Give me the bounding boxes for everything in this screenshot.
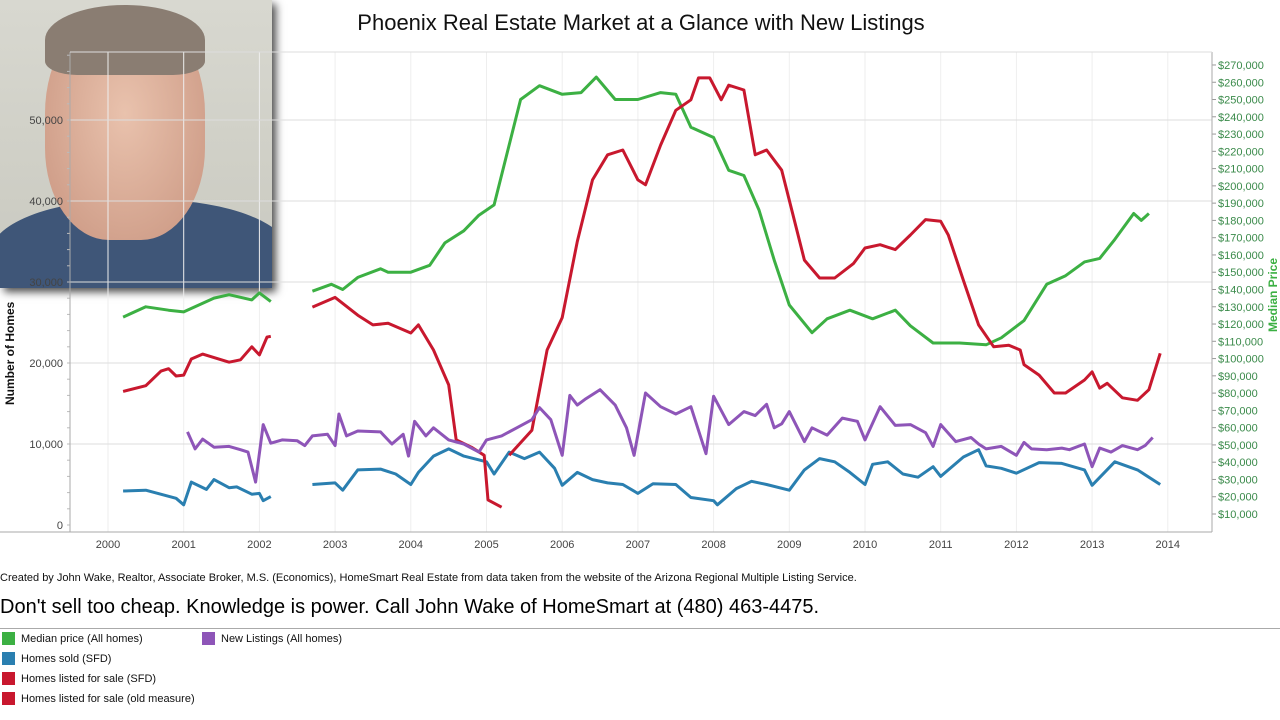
y2-tick-label: $260,000	[1218, 77, 1264, 89]
y2-tick-label: $130,000	[1218, 302, 1264, 314]
x-tick-label: 2014	[1156, 539, 1180, 551]
x-tick-label: 2005	[474, 539, 498, 551]
y2-axis-label: Median Price	[1266, 258, 1280, 332]
series-line-median-price-all-homes-	[311, 75, 1150, 347]
y-tick-label: 20,000	[29, 358, 63, 370]
x-tick-label: 2009	[777, 539, 801, 551]
y-tick-label: 50,000	[29, 115, 63, 127]
legend-swatch	[2, 632, 15, 645]
legend-label: Homes listed for sale (old measure)	[21, 692, 195, 705]
y2-tick-label: $40,000	[1218, 457, 1258, 469]
y2-tick-label: $240,000	[1218, 112, 1264, 124]
presenter-hair	[45, 5, 205, 75]
y-tick-label: 30,000	[29, 277, 63, 289]
series-line-new-listings-all-homes-	[186, 388, 1154, 484]
legend-item-median-price[interactable]: Median price (All homes)	[2, 632, 143, 645]
y2-tick-label: $80,000	[1218, 388, 1258, 400]
series-line-median-price-all-homes-	[122, 291, 272, 319]
series-line-homes-listed-for-sale-old-measure-	[122, 334, 272, 393]
y2-tick-label: $60,000	[1218, 423, 1258, 435]
y2-tick-label: $70,000	[1218, 405, 1258, 417]
y2-tick-label: $150,000	[1218, 267, 1264, 279]
legend-item-new-listings[interactable]: New Listings (All homes)	[202, 632, 342, 645]
x-tick-label: 2008	[701, 539, 725, 551]
y2-tick-label: $20,000	[1218, 492, 1258, 504]
x-tick-label: 2013	[1080, 539, 1104, 551]
slogan-text: Don't sell too cheap. Knowledge is power…	[0, 596, 820, 618]
y2-tick-label: $230,000	[1218, 129, 1264, 141]
x-tick-label: 2002	[247, 539, 271, 551]
x-tick-label: 2012	[1004, 539, 1028, 551]
y2-tick-label: $170,000	[1218, 233, 1264, 245]
x-tick-label: 2003	[323, 539, 347, 551]
y2-tick-label: $50,000	[1218, 440, 1258, 452]
chart: 2000 2001 2002 2003 2004 2005 2006 2007 2008 2009…	[0, 51, 1280, 551]
x-tick-label: 2011	[929, 539, 953, 551]
y2-tick-label: $180,000	[1218, 215, 1264, 227]
y2-tick-label: $250,000	[1218, 95, 1264, 107]
series-line-homes-listed-for-sale-sfd-	[508, 76, 1162, 457]
x-tick-label: 2007	[626, 539, 650, 551]
legend-label: Median price (All homes)	[21, 632, 143, 645]
divider	[0, 628, 1280, 629]
y2-tick-label: $190,000	[1218, 198, 1264, 210]
webcam-overlay	[0, 0, 272, 288]
y2-tick-label: $100,000	[1218, 354, 1264, 366]
y2-tick-label: $270,000	[1218, 60, 1264, 72]
legend-item-listed-old[interactable]: Homes listed for sale (old measure)	[2, 692, 195, 705]
legend-label: New Listings (All homes)	[221, 632, 343, 645]
y2-tick-label: $210,000	[1218, 164, 1264, 176]
legend-item-listed-sfd[interactable]: Homes listed for sale (SFD)	[2, 672, 156, 685]
x-tick-label: 2010	[853, 539, 877, 551]
legend-swatch	[202, 632, 215, 645]
legend-swatch	[2, 672, 15, 685]
chart-title: Phoenix Real Estate Market at a Glance w…	[357, 10, 925, 35]
y2-tick-label: $10,000	[1218, 509, 1258, 521]
legend-swatch	[2, 692, 15, 705]
x-tick-label: 2004	[399, 539, 423, 551]
x-tick-label: 2001	[171, 539, 195, 551]
y-tick-label: 10,000	[29, 439, 63, 451]
legend-swatch	[2, 652, 15, 665]
y2-tick-label: $220,000	[1218, 146, 1264, 158]
series-lines	[122, 75, 1162, 509]
y2-tick-label: $200,000	[1218, 181, 1264, 193]
y2-tick-label: $90,000	[1218, 371, 1258, 383]
y2-tick-label: $120,000	[1218, 319, 1264, 331]
y2-tick-label: $160,000	[1218, 250, 1264, 262]
axes: 2000 2001 2002 2003 2004 2005 2006 2007 2008 2009…	[0, 51, 1264, 551]
y-axis-label: Number of Homes	[3, 301, 17, 405]
y2-tick-label: $140,000	[1218, 284, 1264, 296]
y2-tick-label: $110,000	[1218, 336, 1263, 348]
series-line-homes-listed-for-sale-old-measure-	[311, 295, 503, 509]
y2-tick-label: $30,000	[1218, 474, 1258, 486]
legend-label: Homes sold (SFD)	[21, 652, 112, 665]
y-tick-label: 0	[57, 520, 63, 532]
y-tick-label: 40,000	[29, 196, 63, 208]
legend-label: Homes listed for sale (SFD)	[21, 672, 157, 685]
credit-text: Created by John Wake, Realtor, Associate…	[0, 572, 857, 584]
x-tick-label: 2000	[96, 539, 120, 551]
x-tick-label: 2006	[550, 539, 574, 551]
series-line-homes-sold-sfd-	[312, 447, 1162, 507]
series-line-homes-sold-sfd-	[123, 478, 272, 507]
legend-item-homes-sold[interactable]: Homes sold (SFD)	[2, 652, 111, 665]
